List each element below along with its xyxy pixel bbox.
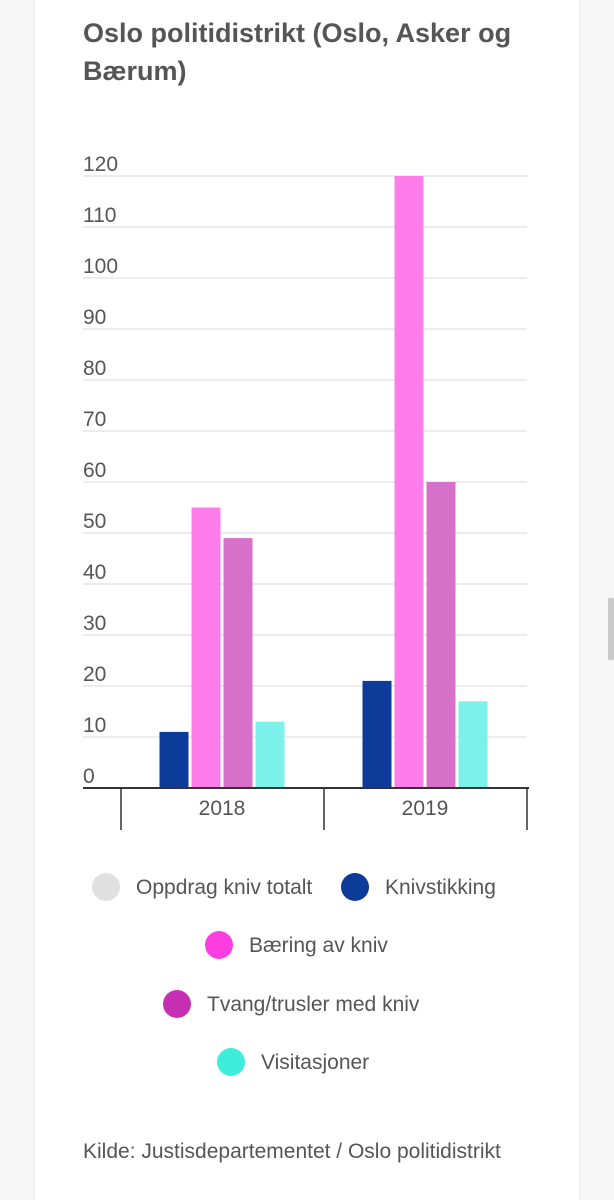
bar-knivstikking-2018[interactable] — [159, 731, 189, 788]
legend-item[interactable]: Knivstikking — [341, 873, 496, 901]
x-axis: 2018 2019 — [83, 787, 529, 830]
legend-swatch — [217, 1048, 245, 1076]
legend-label: Visitasjoner — [261, 1051, 369, 1074]
legend-label: Tvang/trusler med kniv — [207, 993, 420, 1016]
legend: Oppdrag kniv totalt Knivstikking Bæring av… — [92, 873, 496, 1076]
bar-bæring-av-kniv-2018[interactable] — [191, 507, 221, 789]
legend-label: Knivstikking — [385, 876, 496, 899]
y-axis-ticks: 0 10 20 30 40 50 60 70 80 90 100 110 120 — [83, 153, 118, 788]
bar-visitasjoner-2019[interactable] — [458, 701, 488, 788]
bar-tvang-trusler-med-kniv-2018[interactable] — [223, 538, 253, 788]
y-tick-label: 70 — [83, 408, 106, 431]
legend-swatch — [92, 873, 120, 901]
y-tick-label: 90 — [83, 306, 106, 329]
bar-knivstikking-2019[interactable] — [362, 680, 392, 788]
legend-swatch — [341, 873, 369, 901]
legend-label: Oppdrag kniv totalt — [136, 876, 312, 899]
y-tick-label: 10 — [83, 714, 106, 737]
legend-item[interactable]: Bæring av kniv — [205, 931, 388, 959]
y-tick-label: 110 — [83, 204, 116, 227]
legend-item[interactable]: Oppdrag kniv totalt — [92, 873, 312, 901]
legend-swatch — [205, 931, 233, 959]
y-tick-label: 30 — [83, 612, 106, 635]
legend-item[interactable]: Tvang/trusler med kniv — [163, 990, 420, 1018]
x-tick-label: 2019 — [402, 797, 449, 820]
bar-visitasjoner-2018[interactable] — [255, 721, 285, 788]
scrollbar-thumb[interactable] — [608, 598, 614, 660]
y-tick-label: 40 — [83, 561, 106, 584]
bar-bæring-av-kniv-2019[interactable] — [394, 176, 424, 788]
y-tick-label: 80 — [83, 357, 106, 380]
y-tick-label: 50 — [83, 510, 106, 533]
x-tick-label: 2018 — [199, 797, 246, 820]
bar-tvang-trusler-med-kniv-2019[interactable] — [426, 482, 456, 788]
chart-card — [35, 0, 579, 1200]
y-tick-label: 0 — [83, 765, 95, 788]
legend-item[interactable]: Visitasjoner — [217, 1048, 369, 1076]
legend-label: Bæring av kniv — [249, 934, 388, 957]
y-tick-label: 60 — [83, 459, 106, 482]
bars — [159, 176, 488, 789]
source-note: Kilde: Justisdepartementet / Oslo politi… — [83, 1140, 501, 1163]
y-tick-label: 100 — [83, 255, 118, 278]
y-tick-label: 20 — [83, 663, 106, 686]
legend-swatch — [163, 990, 191, 1018]
y-tick-label: 120 — [83, 153, 118, 176]
chart-title: Oslo politidistrikt (Oslo, Asker og Bæru… — [83, 18, 512, 86]
gridlines — [83, 175, 527, 738]
bar-chart: 0 10 20 30 40 50 60 70 80 90 100 110 120 2018 2019 Op… — [83, 153, 529, 1076]
